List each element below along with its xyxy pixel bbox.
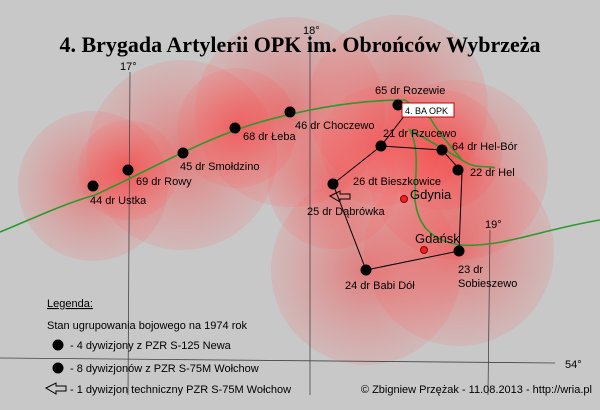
unit-label: 24 dr Babi Dół	[345, 280, 415, 292]
legend-item: - 1 dywizjon techniczny PZR S-75M Wołcho…	[70, 384, 291, 396]
unit-label: 65 dr Rozewie	[375, 85, 445, 97]
command-post-box	[401, 102, 455, 118]
grid-label: 18°	[303, 25, 320, 37]
grid-label: 17°	[120, 61, 137, 73]
city-label: Gdańsk	[415, 231, 460, 246]
graticule	[0, 35, 556, 396]
unit-label: 68 dr Łeba	[243, 131, 296, 143]
unit-label: 26 dt Bieszkowice	[353, 176, 441, 188]
unit-label: 22 dr Hel	[470, 167, 515, 179]
unit-label: 25 dr Dąbrówka	[307, 206, 386, 218]
credit: © Zbigniew Przężak - 11.08.2013 - http:/…	[361, 384, 592, 396]
legend-title: Legenda:	[47, 298, 93, 310]
legend-item: - 8 dywizjonów z PZR S-75M Wołchow	[70, 363, 259, 375]
unit-label: 21 dr Rzucewo	[383, 128, 456, 140]
legend-item: - 4 dywizjony z PZR S-125 Newa	[70, 340, 232, 352]
unit-label: 45 dr Smołdzino	[180, 161, 260, 173]
legend: Legenda: Stan ugrupowania bojowego na 19…	[44, 298, 291, 396]
city-dot	[420, 246, 428, 254]
unit-label: 46 dr Choczewo	[295, 120, 375, 132]
legend-subtitle: Stan ugrupowania bojowego na 1974 rok	[47, 320, 247, 332]
unit-label: 69 dr Rowy	[136, 176, 192, 188]
unit-label: 23 dr	[458, 264, 483, 276]
grid-label: 54°	[565, 359, 582, 371]
command-post: 4. BA OPK	[405, 106, 448, 116]
unit-labels: 65 dr Rozewie 46 dr Choczewo 68 dr Łeba …	[90, 85, 518, 292]
city-dot	[400, 195, 408, 203]
unit-label: 64 dr Hel-Bór	[452, 141, 518, 153]
unit-label: 44 dr Ustka	[90, 195, 147, 207]
city-label: Gdynia	[410, 187, 452, 202]
grid-label: 19°	[485, 219, 502, 231]
map-title: 4. Brygada Artylerii OPK im. Obrońców Wy…	[59, 32, 540, 57]
site-symbols	[87, 99, 465, 276]
unit-label: Sobieszewo	[458, 278, 517, 290]
